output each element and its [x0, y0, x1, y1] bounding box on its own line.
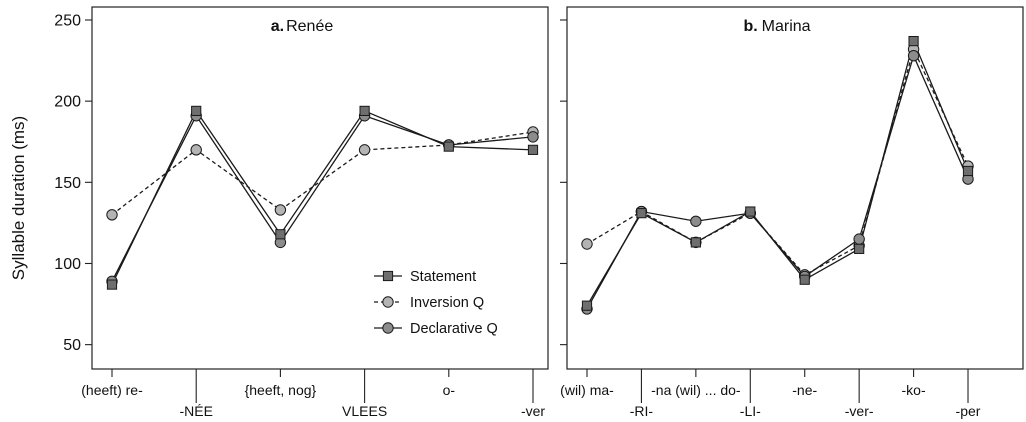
- legend-label: Statement: [410, 269, 476, 285]
- y-tick-label: 200: [54, 94, 81, 111]
- data-point-statement: [636, 208, 647, 219]
- legend-marker: [382, 270, 394, 282]
- data-point-statement: [908, 35, 919, 47]
- data-point-inversion-q: [358, 144, 371, 156]
- data-point-statement: [275, 229, 286, 240]
- legend-marker: [382, 296, 394, 308]
- data-point-statement: [854, 243, 865, 254]
- x-tick-label: o-: [443, 382, 456, 398]
- panel-a-axes: 50 100 150 200 250 (heeft) re- -NÉE {heeft, nog…: [54, 12, 545, 419]
- series-line-declarative-q: [111, 114, 534, 282]
- data-point-statement: [443, 141, 454, 152]
- data-point-inversion-q: [274, 204, 287, 216]
- legend-label: Inversion Q: [410, 295, 484, 311]
- data-point-statement: [962, 165, 974, 177]
- panel-b-title: b. Marina: [743, 18, 810, 35]
- data-point-inversion-q: [581, 238, 593, 250]
- data-point-statement: [527, 144, 539, 155]
- data-point-declarative-q: [853, 233, 865, 245]
- data-point-statement: [799, 274, 810, 285]
- y-tick-label: 50: [63, 337, 81, 354]
- panel-a-series: [106, 105, 539, 290]
- x-tick-label: {heeft, nog}: [245, 382, 317, 398]
- data-point-statement: [191, 105, 202, 116]
- data-point-statement: [106, 279, 118, 290]
- x-tick-label: -ver: [521, 403, 545, 419]
- x-tick-label: (heeft) re-: [81, 382, 143, 398]
- panel-b-frame: [566, 6, 1024, 370]
- data-point-declarative-q: [527, 131, 539, 143]
- y-tick-label: 100: [54, 256, 81, 273]
- panel-a-frame: [91, 6, 549, 370]
- y-tick-label: 150: [54, 175, 81, 192]
- panel-a-title-text: Renée: [286, 18, 333, 35]
- x-tick-label: VLEES: [342, 403, 387, 419]
- panel-b-title-text: Marina: [762, 18, 811, 35]
- y-axis-label: Syllable duration (ms): [9, 116, 28, 280]
- data-point-inversion-q: [106, 209, 118, 221]
- panel-b: b. Marina (wil) ma- -RI- -na (wil) ... do- -…: [560, 6, 1024, 419]
- x-tick-label: -RI-: [630, 403, 654, 419]
- legend-label: Declarative Q: [410, 321, 498, 337]
- x-tick-label: -LI-: [740, 403, 761, 419]
- series-line-inversion-q: [586, 47, 969, 276]
- x-tick-label: (wil) ma-: [560, 382, 614, 398]
- panel-a-title: a. Renée: [271, 18, 334, 35]
- panel-b-series: [581, 35, 974, 315]
- series-line-declarative-q: [586, 53, 969, 310]
- panel-b-letter: b.: [743, 18, 757, 35]
- data-point-statement: [581, 300, 593, 311]
- y-tick-label: 250: [54, 12, 81, 29]
- data-point-inversion-q: [190, 144, 202, 156]
- series-line-statement: [111, 109, 534, 285]
- data-point-declarative-q: [690, 215, 702, 227]
- panel-b-axes: (wil) ma- -RI- -na (wil) ... do- -LI- -ne- -v…: [560, 19, 981, 419]
- legend-marker: [382, 322, 394, 334]
- panel-a-letter: a.: [271, 18, 284, 35]
- x-tick-label: -ko-: [902, 382, 926, 398]
- series-line-statement: [586, 39, 969, 307]
- data-point-statement: [359, 105, 370, 116]
- legend: Statement Inversion Q Declarative Q: [374, 269, 498, 337]
- panel-a: a. Renée 50 100 150 200 250 (heeft) re- -NÉE {he…: [54, 6, 549, 419]
- x-tick-label: -ver-: [845, 403, 874, 419]
- data-point-declarative-q: [907, 49, 920, 62]
- x-tick-label: -per: [956, 403, 981, 419]
- x-tick-label: -na (wil) ... do-: [651, 382, 741, 398]
- data-point-statement: [690, 237, 701, 248]
- x-tick-label: -NÉE: [179, 403, 212, 419]
- x-tick-label: -ne-: [792, 382, 817, 398]
- data-point-statement: [745, 206, 756, 217]
